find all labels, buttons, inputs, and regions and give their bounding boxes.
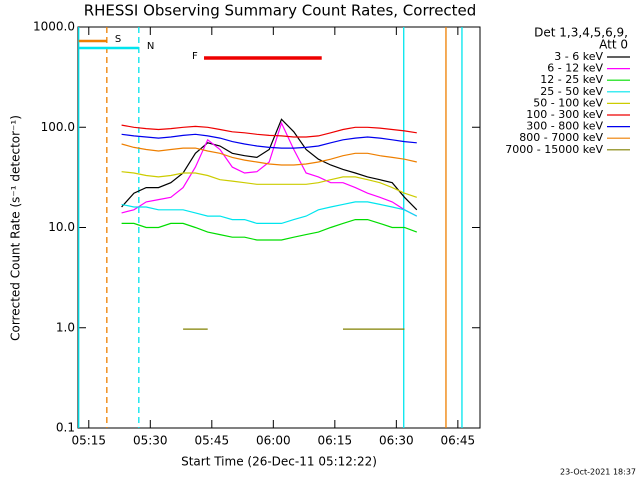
- legend-label: 12 - 25 keV: [540, 73, 603, 86]
- interval-label: S: [115, 34, 121, 45]
- chart-title: RHESSI Observing Summary Count Rates, Co…: [84, 2, 477, 20]
- y-tick-label: 1000.0: [33, 20, 75, 34]
- x-tick-label: 06:30: [379, 434, 414, 448]
- legend-label: 50 - 100 keV: [533, 96, 603, 109]
- x-axis-label: Start Time (26-Dec-11 05:12:22): [181, 455, 377, 469]
- legend-label: 100 - 300 keV: [526, 108, 603, 121]
- x-tick-label: 06:45: [441, 434, 476, 448]
- series-line: [121, 124, 417, 138]
- interval-label: N: [147, 41, 154, 52]
- legend-label: 25 - 50 keV: [540, 85, 603, 98]
- series-line: [121, 118, 418, 211]
- legend-header: Att 0: [599, 38, 628, 52]
- y-tick-label: 1.0: [56, 320, 75, 334]
- legend-header: Det 1,3,4,5,6,9,: [534, 26, 628, 40]
- x-tick-label: 05:45: [195, 434, 230, 448]
- legend-label: 7000 - 15000 keV: [505, 143, 603, 156]
- y-tick-label: 0.1: [56, 421, 75, 435]
- y-tick-label: 10.0: [48, 220, 75, 234]
- x-tick-label: 06:00: [256, 434, 291, 448]
- series-line: [121, 201, 418, 224]
- series-line: [121, 143, 417, 166]
- legend-label: 800 - 7000 keV: [519, 131, 603, 144]
- x-tick-label: 05:15: [71, 434, 106, 448]
- interval-label: F: [192, 51, 198, 62]
- series-line: [121, 121, 418, 217]
- legend-label: 300 - 800 keV: [526, 120, 603, 133]
- series-line: [121, 219, 418, 241]
- y-tick-label: 100.0: [41, 120, 75, 134]
- legend-label: 3 - 6 keV: [554, 50, 603, 63]
- x-tick-label: 06:15: [318, 434, 353, 448]
- series-line: [121, 133, 417, 149]
- series-line: [121, 171, 417, 198]
- footer: 23-Oct-2021 18:37: [560, 468, 636, 477]
- legend-label: 6 - 12 keV: [547, 62, 603, 75]
- x-tick-label: 05:30: [133, 434, 168, 448]
- y-axis-label: Corrected Count Rate (s⁻¹ detector⁻¹): [9, 115, 23, 341]
